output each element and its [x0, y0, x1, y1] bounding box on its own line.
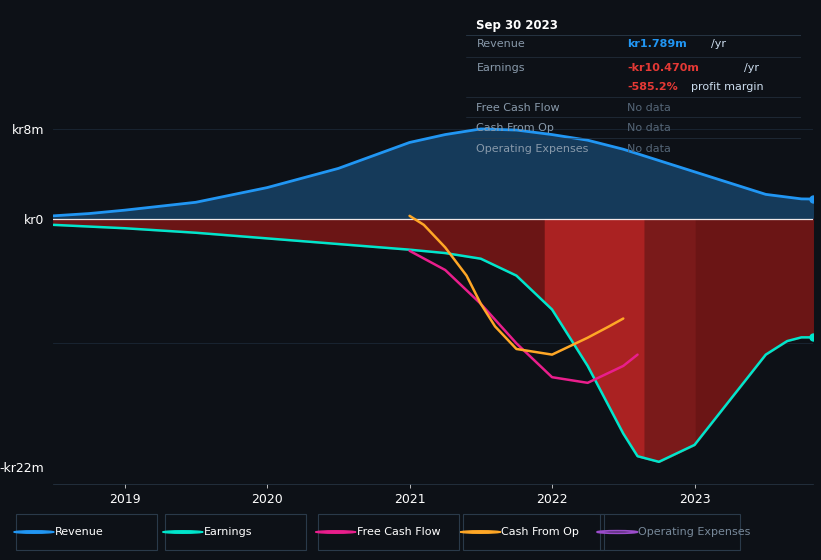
Text: Free Cash Flow: Free Cash Flow	[476, 102, 560, 113]
Bar	[165, 514, 306, 550]
Bar	[599, 514, 741, 550]
Text: Revenue: Revenue	[476, 39, 525, 49]
Bar	[318, 514, 459, 550]
Circle shape	[461, 531, 501, 533]
Text: No data: No data	[627, 123, 671, 133]
Circle shape	[163, 531, 203, 533]
Text: Cash From Op: Cash From Op	[502, 527, 580, 537]
Text: Earnings: Earnings	[476, 63, 525, 73]
Circle shape	[14, 531, 54, 533]
Text: Free Cash Flow: Free Cash Flow	[356, 527, 440, 537]
Text: /yr: /yr	[745, 63, 759, 73]
Text: -585.2%: -585.2%	[627, 82, 678, 92]
Text: Operating Expenses: Operating Expenses	[638, 527, 750, 537]
Text: kr1.789m: kr1.789m	[627, 39, 687, 49]
Bar	[16, 514, 157, 550]
Text: Operating Expenses: Operating Expenses	[476, 144, 589, 154]
Text: No data: No data	[627, 102, 671, 113]
Text: Earnings: Earnings	[204, 527, 252, 537]
Text: Revenue: Revenue	[55, 527, 103, 537]
Text: -kr10.470m: -kr10.470m	[627, 63, 699, 73]
Circle shape	[315, 531, 355, 533]
Bar	[463, 514, 603, 550]
Text: profit margin: profit margin	[690, 82, 764, 92]
Text: Cash From Op: Cash From Op	[476, 123, 554, 133]
Text: /yr: /yr	[711, 39, 726, 49]
Text: No data: No data	[627, 144, 671, 154]
Text: Sep 30 2023: Sep 30 2023	[476, 18, 558, 32]
